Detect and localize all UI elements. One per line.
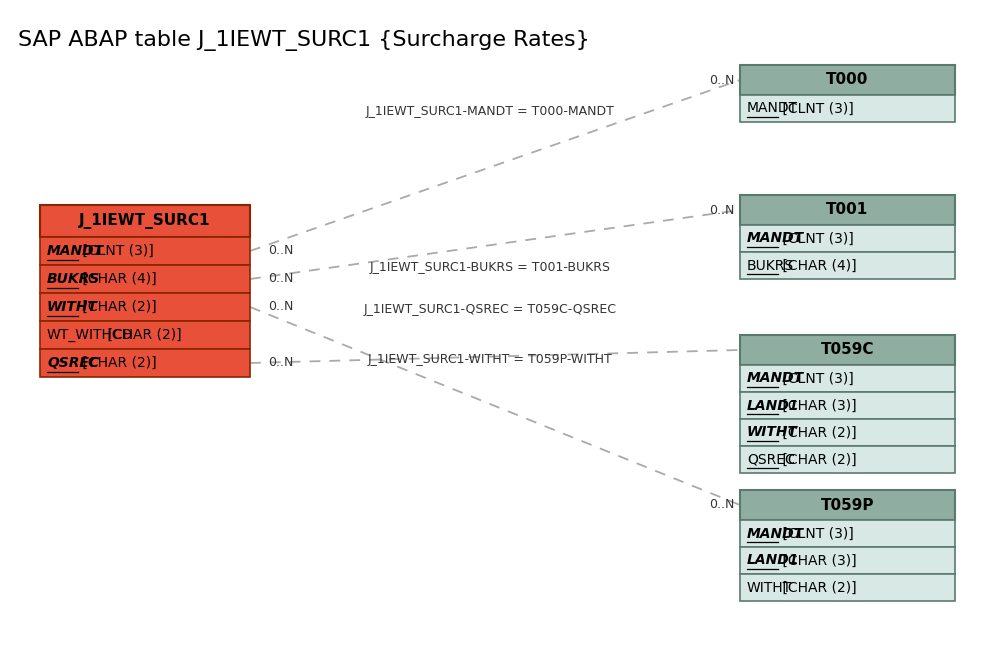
Text: MANDT: MANDT (747, 526, 804, 541)
Text: LAND1: LAND1 (747, 398, 799, 413)
Text: MANDT: MANDT (747, 101, 798, 116)
Text: T059C: T059C (821, 343, 874, 358)
Text: 0..N: 0..N (710, 498, 735, 511)
Bar (40, 349, 250, 377)
Text: [CLNT (3)]: [CLNT (3)] (78, 244, 153, 258)
Bar (740, 65, 955, 95)
Bar (740, 225, 955, 252)
Bar (40, 237, 250, 265)
Bar (740, 446, 955, 473)
Text: [CHAR (4)]: [CHAR (4)] (778, 258, 856, 273)
Text: MANDT: MANDT (747, 371, 804, 386)
Text: [CLNT (3)]: [CLNT (3)] (778, 526, 854, 541)
Bar (740, 365, 955, 392)
Text: J_1IEWT_SURC1-BUKRS = T001-BUKRS: J_1IEWT_SURC1-BUKRS = T001-BUKRS (370, 262, 610, 275)
Bar (740, 335, 955, 365)
Bar (40, 205, 250, 237)
Text: T059P: T059P (821, 498, 874, 513)
Text: J_1IEWT_SURC1-WITHT = T059P-WITHT: J_1IEWT_SURC1-WITHT = T059P-WITHT (368, 354, 612, 367)
Text: MANDT: MANDT (47, 244, 104, 258)
Text: J_1IEWT_SURC1: J_1IEWT_SURC1 (80, 213, 210, 229)
Bar (740, 419, 955, 446)
Text: 0..N: 0..N (268, 245, 293, 258)
Text: [CLNT (3)]: [CLNT (3)] (778, 232, 854, 245)
Bar (740, 490, 955, 520)
Text: [CHAR (3)]: [CHAR (3)] (778, 554, 856, 567)
Bar (740, 252, 955, 279)
Bar (40, 293, 250, 321)
Text: [CHAR (2)]: [CHAR (2)] (78, 356, 156, 370)
Text: T000: T000 (827, 73, 869, 88)
Bar (740, 574, 955, 601)
Text: J_1IEWT_SURC1-MANDT = T000-MANDT: J_1IEWT_SURC1-MANDT = T000-MANDT (366, 106, 614, 119)
Text: WITHT: WITHT (47, 300, 98, 314)
Text: WT_WITHCD: WT_WITHCD (47, 328, 134, 342)
Text: [CLNT (3)]: [CLNT (3)] (778, 371, 854, 386)
Text: 0..N: 0..N (710, 204, 735, 217)
Bar (40, 321, 250, 349)
Text: BUKRS: BUKRS (747, 258, 794, 273)
Text: QSREC: QSREC (747, 452, 794, 467)
Text: [CLNT (3)]: [CLNT (3)] (778, 101, 854, 116)
Bar (740, 547, 955, 574)
Text: T001: T001 (827, 202, 869, 217)
Text: [CHAR (2)]: [CHAR (2)] (778, 452, 856, 467)
Text: [CHAR (2)]: [CHAR (2)] (78, 300, 156, 314)
Text: 0..N: 0..N (268, 300, 293, 313)
Text: [CHAR (2)]: [CHAR (2)] (778, 580, 856, 594)
Text: WITHT: WITHT (747, 580, 792, 594)
Text: 0..N: 0..N (268, 356, 293, 369)
Text: QSREC: QSREC (47, 356, 99, 370)
Text: WITHT: WITHT (747, 426, 798, 439)
Bar (740, 195, 955, 225)
Text: [CHAR (3)]: [CHAR (3)] (778, 398, 856, 413)
Text: 0..N: 0..N (268, 273, 293, 286)
Bar (740, 520, 955, 547)
Text: [CHAR (2)]: [CHAR (2)] (103, 328, 182, 342)
Text: BUKRS: BUKRS (47, 272, 100, 286)
Bar (740, 392, 955, 419)
Text: J_1IEWT_SURC1-QSREC = T059C-QSREC: J_1IEWT_SURC1-QSREC = T059C-QSREC (364, 304, 616, 317)
Text: [CHAR (4)]: [CHAR (4)] (78, 272, 156, 286)
Text: 0..N: 0..N (710, 73, 735, 86)
Bar (740, 95, 955, 122)
Text: LAND1: LAND1 (747, 554, 799, 567)
Text: MANDT: MANDT (747, 232, 804, 245)
Bar (40, 265, 250, 293)
Text: [CHAR (2)]: [CHAR (2)] (778, 426, 856, 439)
Text: SAP ABAP table J_1IEWT_SURC1 {Surcharge Rates}: SAP ABAP table J_1IEWT_SURC1 {Surcharge … (18, 30, 590, 51)
